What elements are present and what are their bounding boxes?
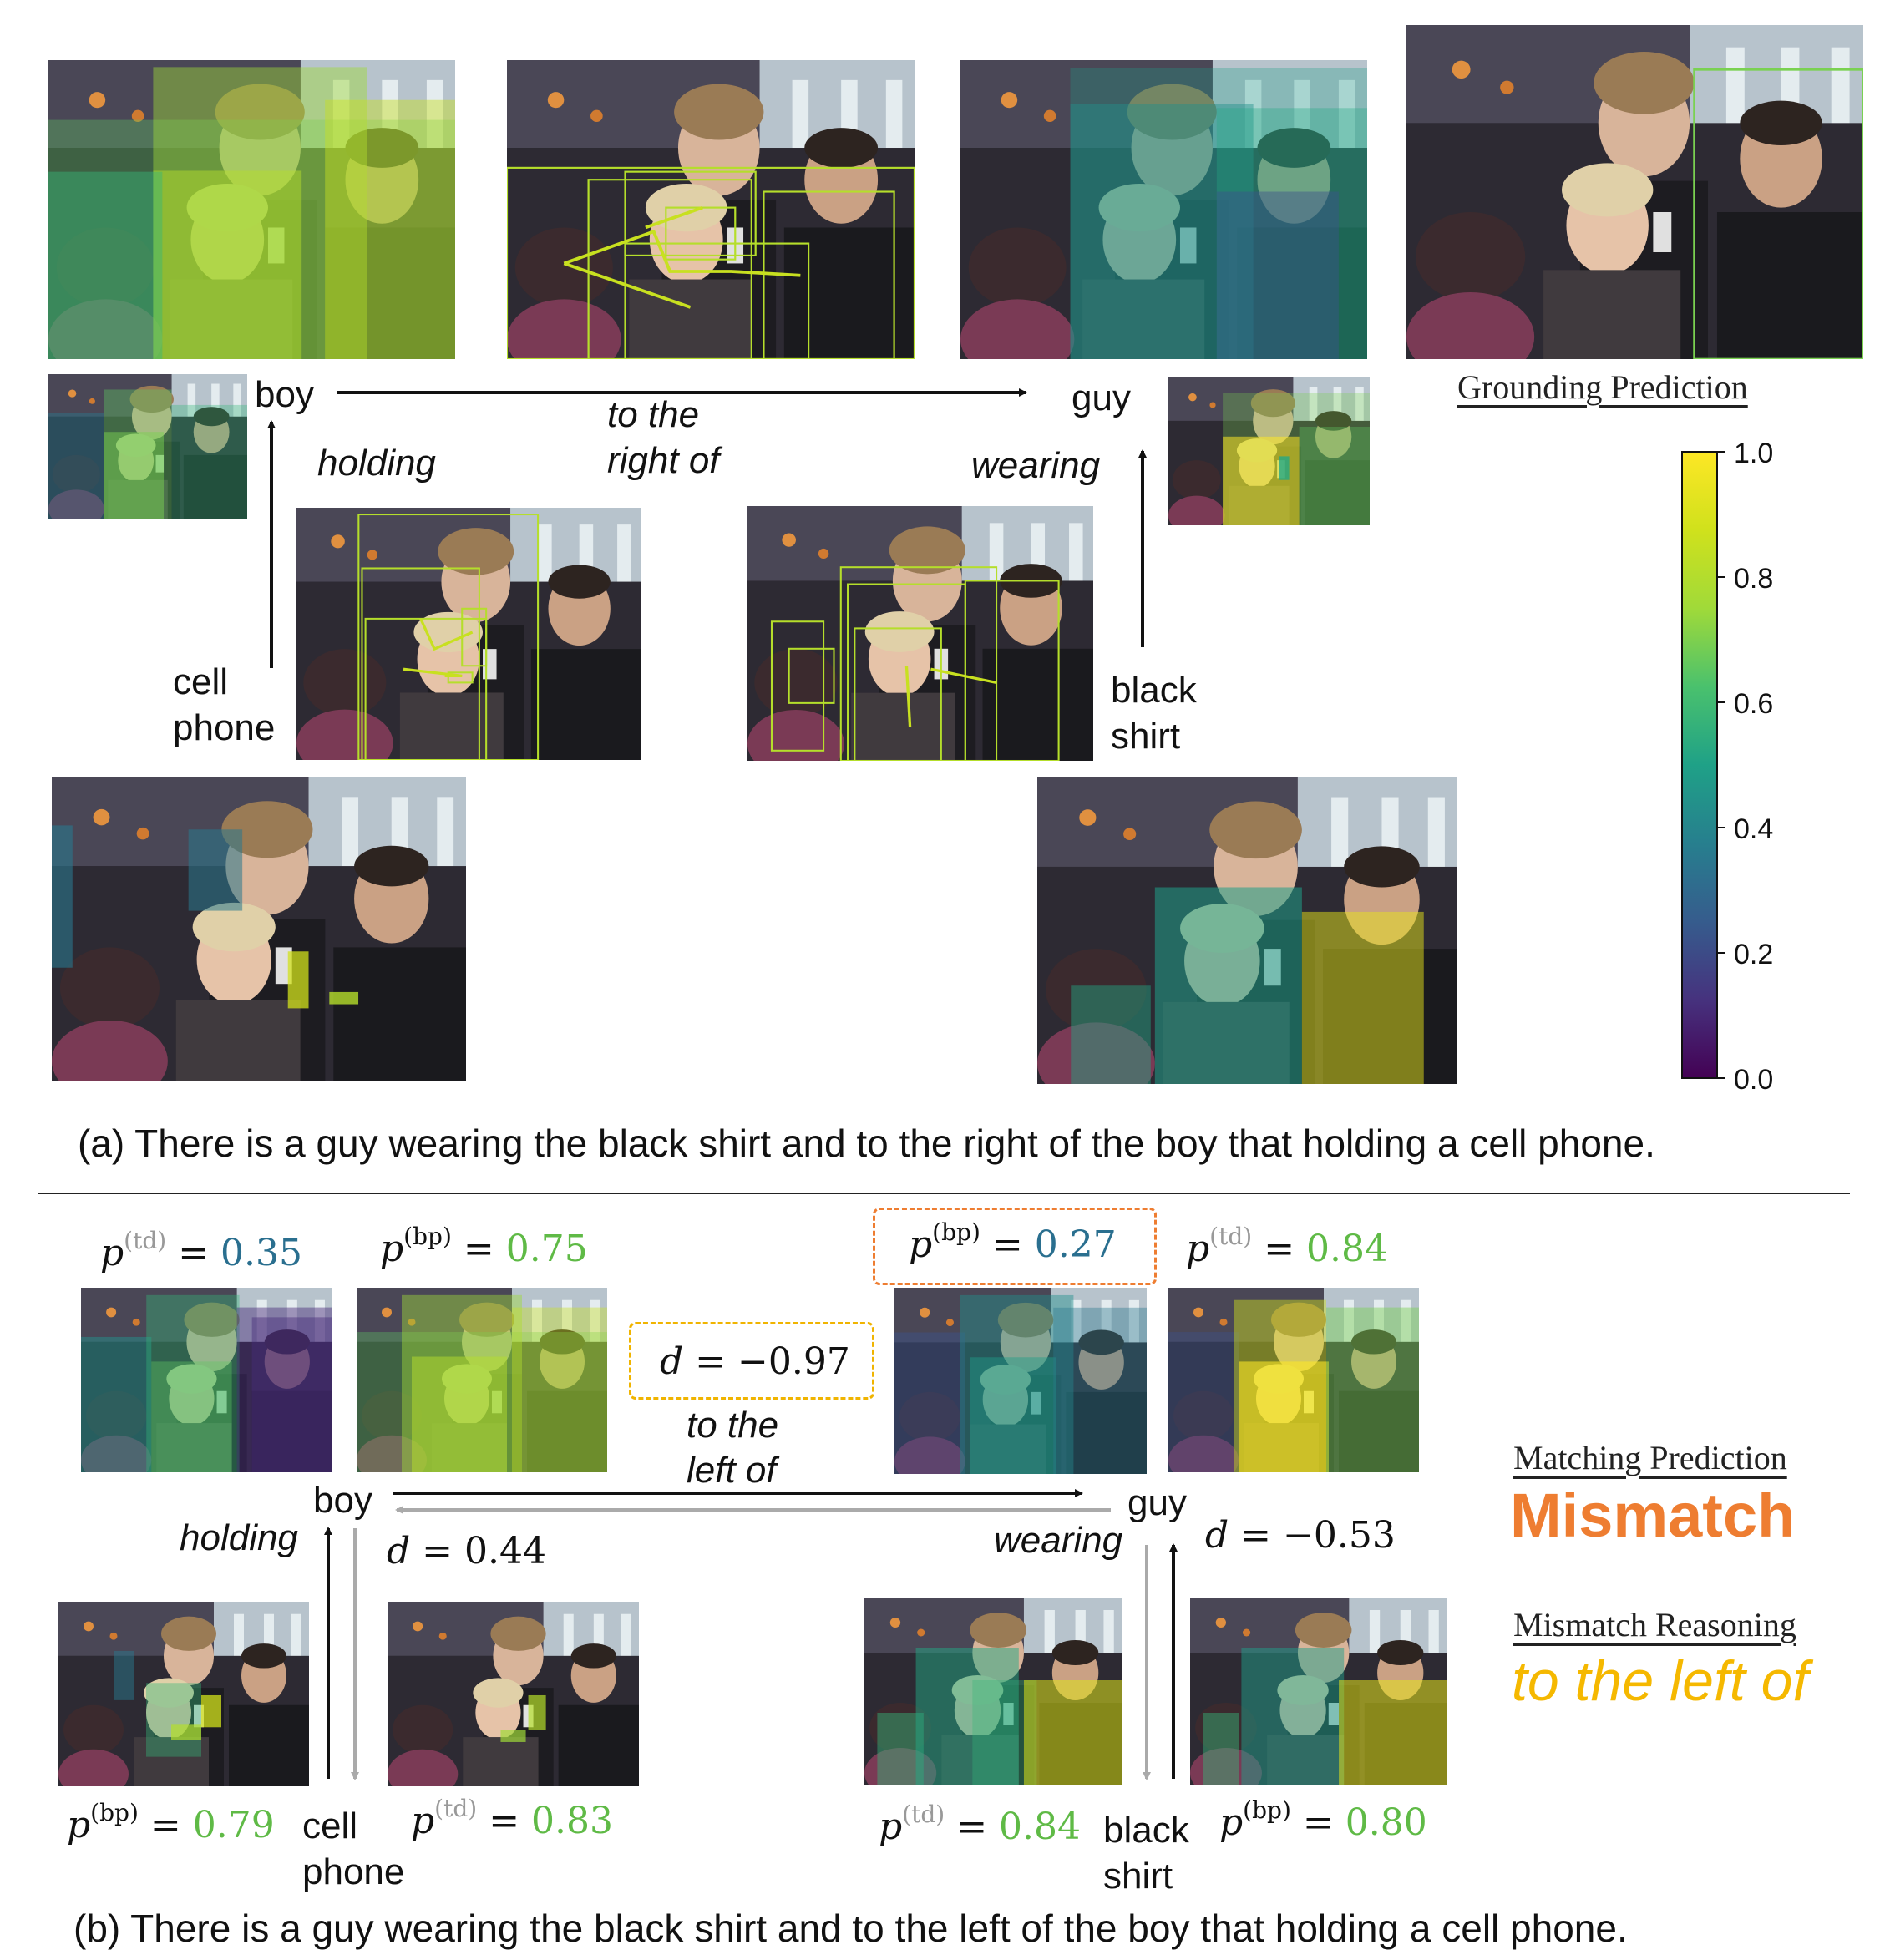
colorbar-tick-2: 0.8 [1734, 563, 1774, 595]
score-b-guy-bp: p(bp) = 0.27 [909, 1218, 1117, 1266]
score-b-shirt-bp: p(bp) = 0.80 [1219, 1796, 1427, 1844]
colorbar-tick-3: 0.6 [1734, 688, 1774, 720]
thumb-a-guy [1168, 377, 1370, 525]
node-b-black-shirt-line2: shirt [1103, 1856, 1173, 1897]
photo-b-black-shirt-bp [1190, 1598, 1447, 1785]
thumb-a-boy [48, 374, 247, 519]
node-b-cell-phone-line2: phone [302, 1851, 405, 1892]
score-b-guy-td: p(td) = 0.84 [1186, 1223, 1389, 1270]
photo-a-guy-bp [960, 60, 1367, 359]
d-b-wearing: d = −0.53 [1205, 1514, 1396, 1557]
score-b-cell-td: p(td) = 0.83 [411, 1795, 614, 1842]
colorbar-tick-4: 0.4 [1734, 813, 1774, 845]
photo-b-guy-bp [894, 1288, 1147, 1474]
node-b-black-shirt-line1: black [1103, 1810, 1189, 1851]
score-b-shirt-td: p(td) = 0.84 [879, 1800, 1082, 1848]
node-a-black-shirt-line1: black [1111, 670, 1197, 711]
mismatch-reasoning-value: to the left of [1512, 1649, 1809, 1713]
caption-b: (b) There is a guy wearing the black shi… [73, 1907, 1628, 1950]
photo-a-wearing-attention [747, 506, 1093, 761]
photo-a-black-shirt-bp [1037, 777, 1457, 1084]
matching-prediction-title: Matching Prediction [1513, 1439, 1787, 1476]
edge-b-left-of-line1: to the [687, 1405, 779, 1446]
highlight-box-guy-bp [873, 1208, 1157, 1285]
edge-a-wearing: wearing [971, 445, 1101, 486]
section-divider [38, 1193, 1850, 1194]
edge-b-holding: holding [180, 1517, 298, 1558]
edge-b-left-of-line2: left of [687, 1450, 777, 1491]
photo-b-boy-bp [357, 1288, 607, 1472]
photo-b-black-shirt-td [864, 1598, 1122, 1785]
photo-a-right-of-attention [507, 60, 915, 359]
node-a-black-shirt-line2: shirt [1111, 716, 1181, 757]
d-b-holding: d = 0.44 [387, 1530, 546, 1573]
node-b-boy: boy [313, 1480, 372, 1521]
colorbar [1681, 451, 1725, 1079]
highlight-box-d-left [629, 1322, 874, 1400]
photo-a-holding-attention [296, 508, 641, 760]
edge-a-holding: holding [317, 443, 436, 484]
node-b-cell-phone-line1: cell [302, 1806, 358, 1846]
node-b-guy: guy [1127, 1482, 1187, 1523]
arrows-b [324, 1489, 1178, 1780]
node-a-boy: boy [255, 374, 314, 415]
grounding-prediction-title: Grounding Prediction [1457, 368, 1748, 406]
photo-a-grounding [1406, 25, 1863, 359]
photo-a-cell-phone-bp [52, 777, 466, 1081]
colorbar-tick-5: 0.2 [1734, 939, 1774, 970]
colorbar-tick-1: 1.0 [1734, 438, 1774, 469]
node-a-guy: guy [1072, 377, 1131, 418]
photo-b-guy-td [1168, 1288, 1419, 1472]
photo-b-boy-td [81, 1288, 332, 1472]
colorbar-tick-6: 0.0 [1734, 1064, 1774, 1096]
score-b-boy-td: p(td) = 0.35 [100, 1227, 303, 1274]
photo-a-boy-bp [48, 60, 455, 359]
edge-a-right-of-line2: right of [607, 440, 720, 481]
photo-b-cell-phone-td [388, 1602, 639, 1786]
arrows-a [267, 388, 1147, 668]
node-a-cell-phone-line2: phone [173, 707, 276, 748]
score-b-boy-bp: p(bp) = 0.75 [380, 1223, 588, 1270]
node-a-cell-phone-line1: cell [173, 661, 229, 702]
d-b-left-of: d = −0.97 [660, 1340, 850, 1383]
photo-b-cell-phone-bp [58, 1602, 309, 1786]
caption-a: (a) There is a guy wearing the black shi… [78, 1122, 1655, 1165]
matching-prediction-value: Mismatch [1510, 1481, 1796, 1550]
score-b-cell-bp: p(bp) = 0.79 [67, 1799, 275, 1846]
edge-b-wearing: wearing [994, 1520, 1123, 1561]
edge-a-right-of-line1: to the [607, 394, 700, 435]
mismatch-reasoning-title: Mismatch Reasoning [1513, 1606, 1796, 1643]
